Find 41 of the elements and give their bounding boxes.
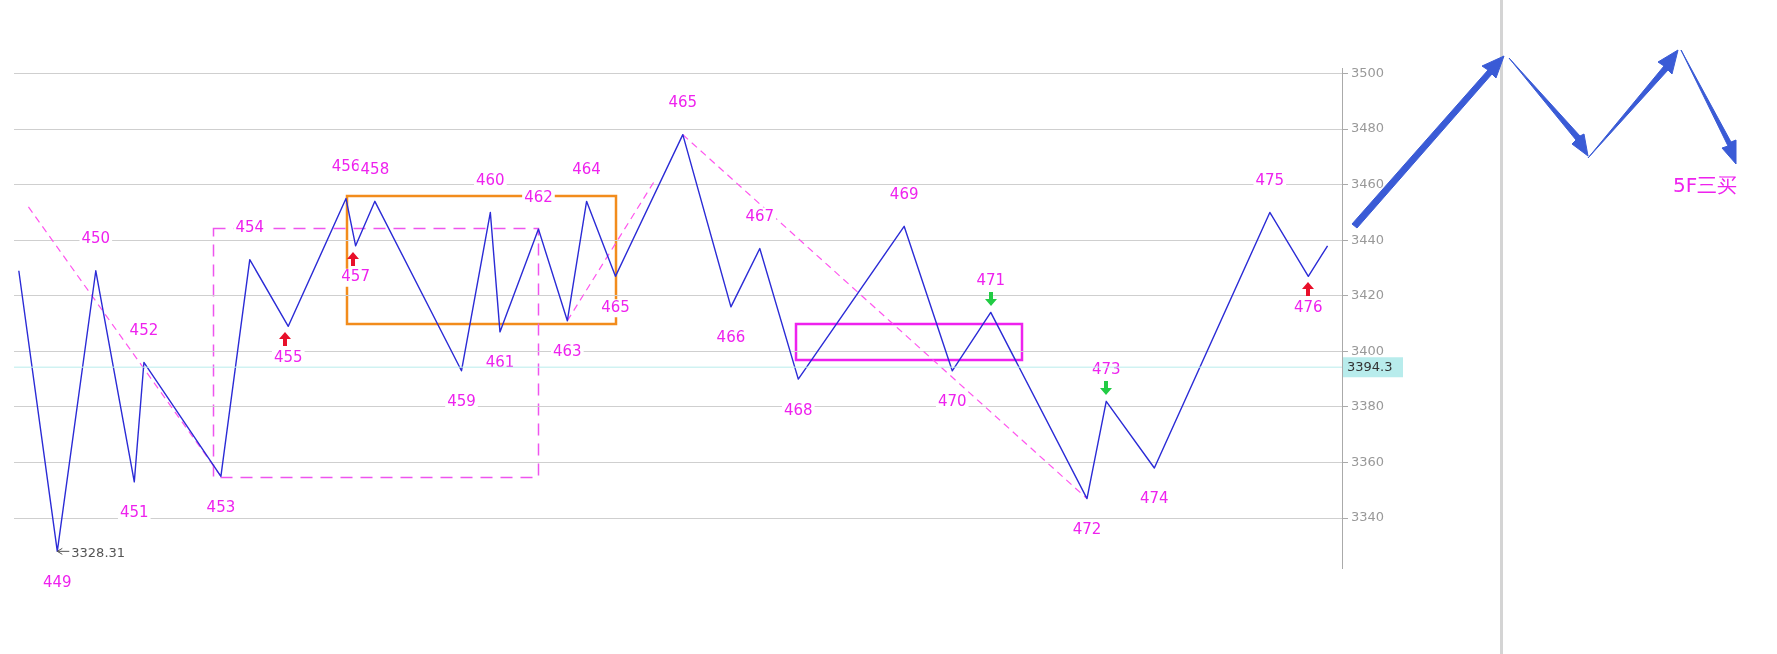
annotation: 466 — [716, 328, 746, 347]
annotation: 461 — [485, 353, 515, 372]
y-tick-label: 3420 — [1351, 287, 1385, 303]
annotation: 465 — [601, 297, 630, 316]
annotation: 468 — [783, 400, 813, 419]
annotation: 476 — [1294, 297, 1323, 316]
annotation: 463 — [553, 342, 582, 361]
annotation: 460 — [476, 170, 505, 189]
annotation: 450 — [81, 229, 111, 248]
y-tick-label: 3500 — [1351, 64, 1385, 80]
annotation: 457 — [341, 267, 370, 286]
text: 5F三买 — [1673, 172, 1738, 199]
annotation: 453 — [206, 497, 236, 516]
annotation: 454 — [235, 218, 265, 237]
annotation: 464 — [572, 159, 601, 178]
y-tick-label: 3360 — [1351, 453, 1385, 469]
annotation: 469 — [889, 184, 919, 203]
annotation: 465 — [668, 93, 698, 112]
annotation: 474 — [1140, 489, 1169, 508]
y-tick-label: 3340 — [1351, 509, 1385, 525]
annotation: 475 — [1255, 170, 1285, 189]
annotation: 467 — [745, 206, 775, 225]
annotation: 459 — [447, 392, 476, 411]
annotation: 458 — [360, 159, 390, 178]
y-tick-label: 3460 — [1351, 176, 1385, 192]
annotation: 452 — [129, 320, 159, 339]
annotation: 455 — [273, 347, 303, 366]
y-tick-label: 3440 — [1351, 231, 1385, 247]
annotation: 451 — [119, 503, 149, 522]
ref-line-label: 3394.3 — [1347, 358, 1393, 374]
annotation: 472 — [1072, 519, 1102, 538]
annotation: 473 — [1091, 359, 1121, 378]
y-tick-label: 3400 — [1351, 342, 1385, 358]
annotation: 471 — [976, 270, 1006, 289]
annotation: 462 — [524, 187, 553, 206]
annotation: 456 — [331, 156, 361, 175]
y-tick-label: 3480 — [1351, 120, 1385, 136]
annotation: 3328.31 — [71, 544, 126, 560]
annotation: 470 — [937, 392, 967, 411]
y-tick-label: 3380 — [1351, 398, 1385, 414]
text: 449 — [42, 572, 72, 591]
